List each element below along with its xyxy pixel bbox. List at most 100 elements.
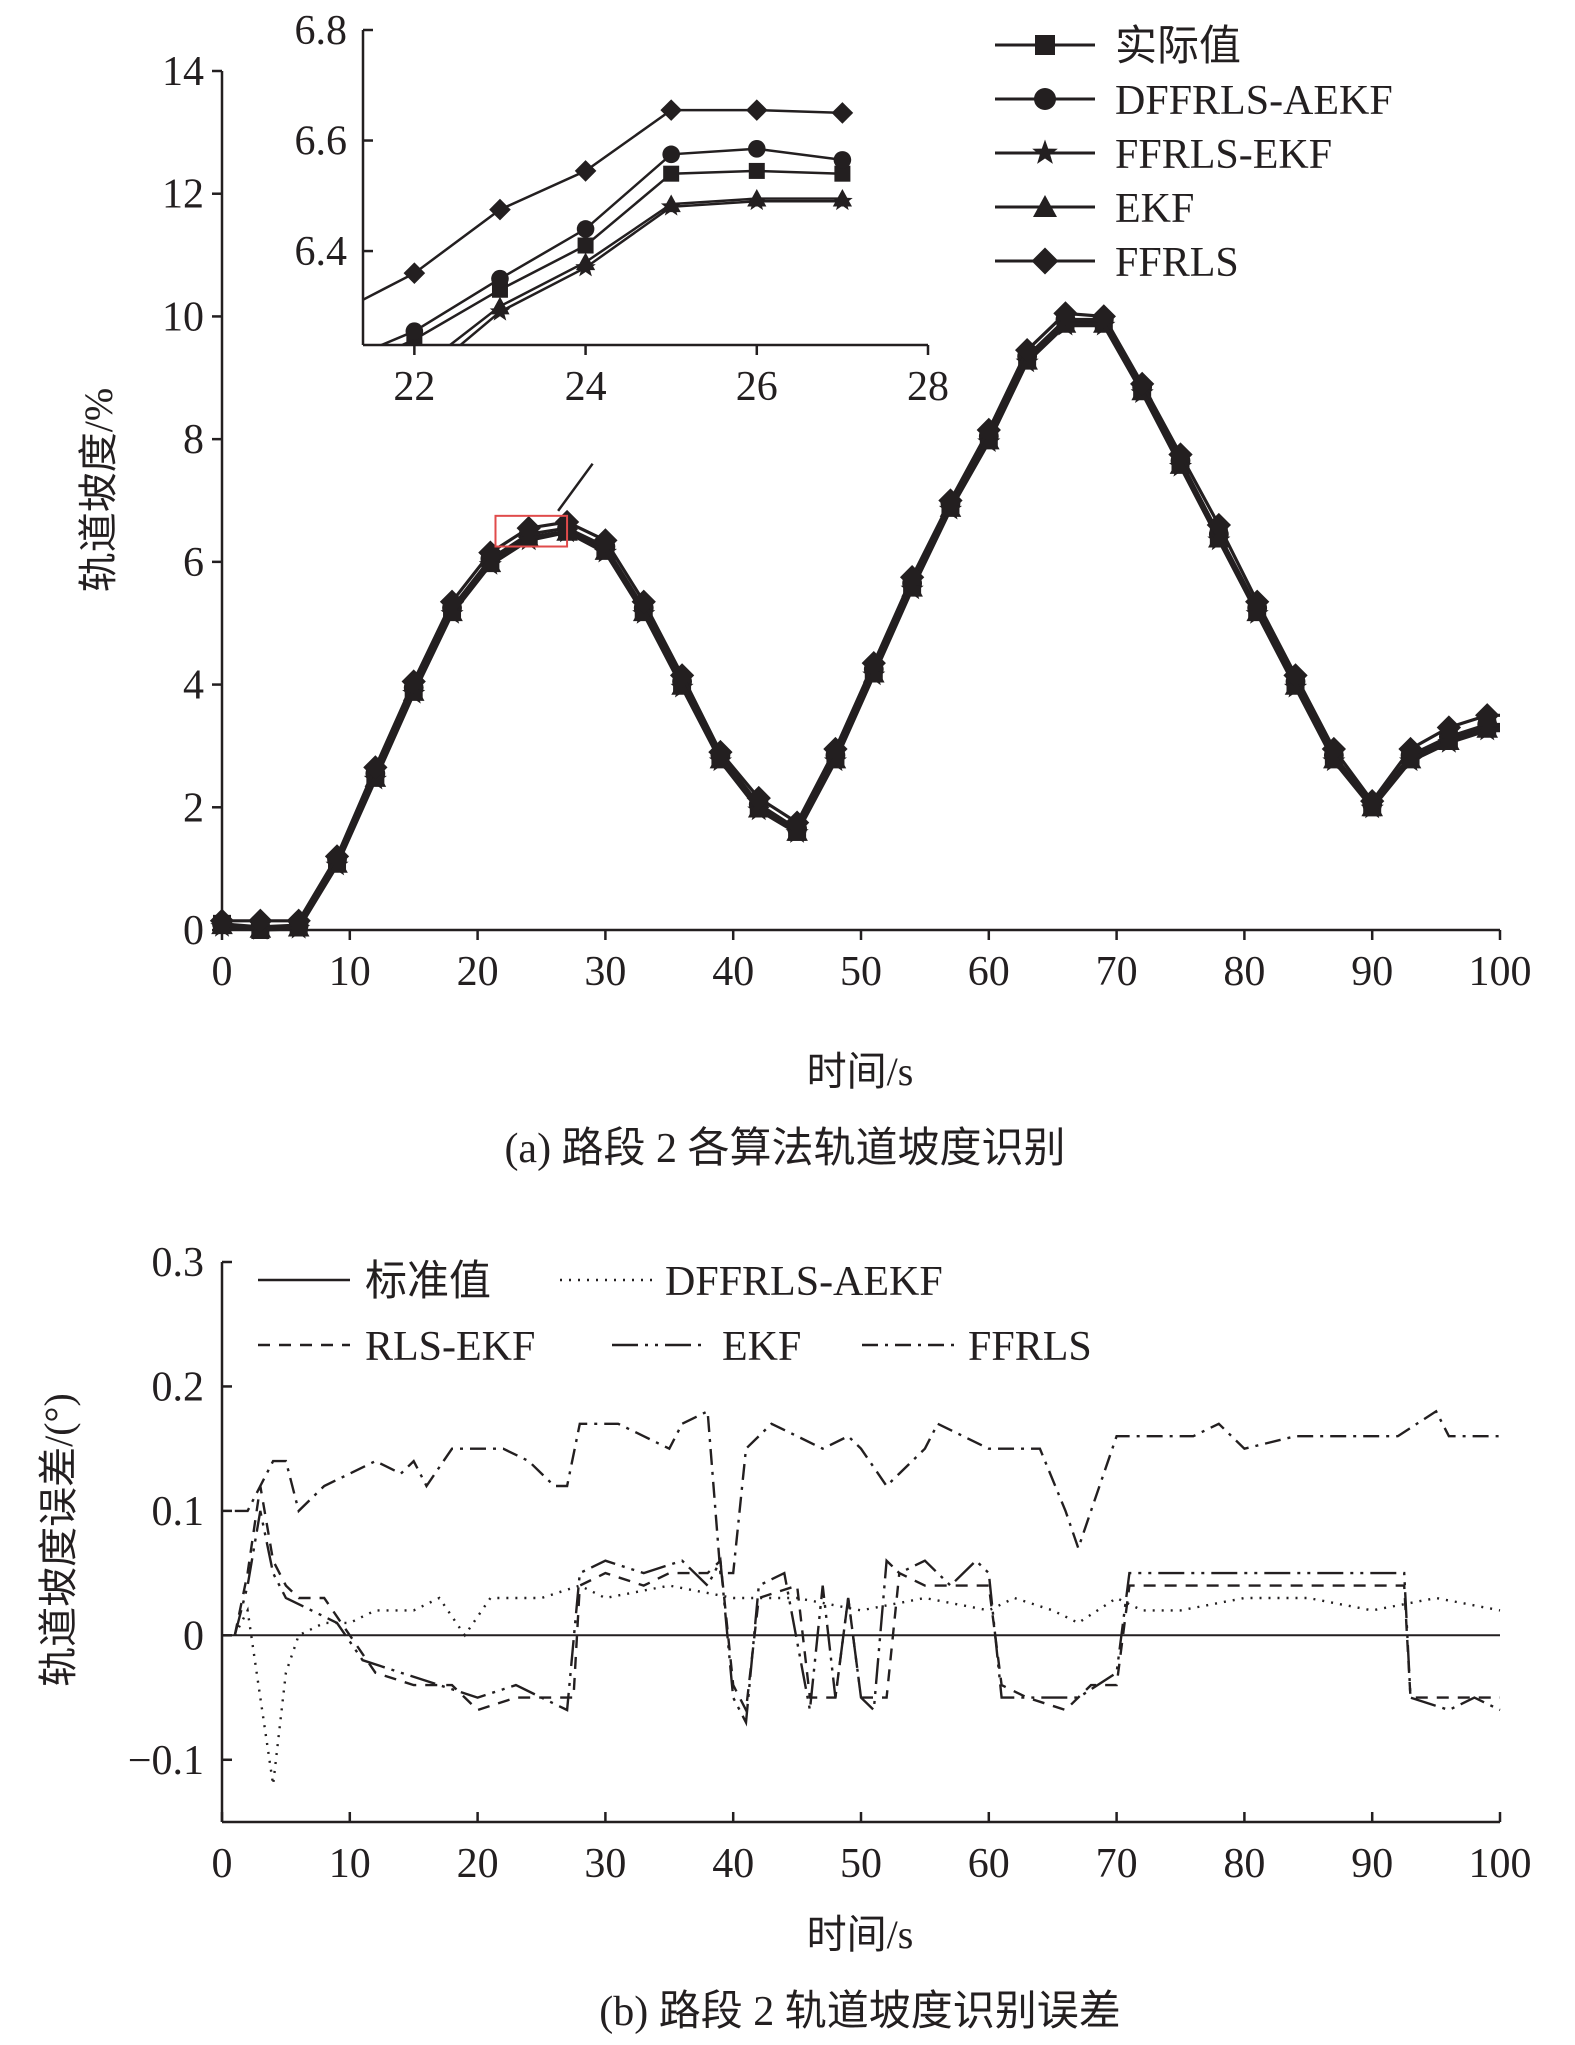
chart-b-x-tick-label: 60 <box>968 1841 1010 1887</box>
chart-a-point-ffrls <box>1168 442 1193 467</box>
chart-b-gradient-error: 0 10 20 30 40 50 60 70 80 90 100 −0.1 0 0.1 0.2 0.3 标准值… <box>36 1240 1532 2035</box>
chart-a-legend-marker-ffrlsekf <box>1032 139 1058 164</box>
chart-b-axes: 0 10 20 30 40 50 60 70 80 90 100 −0.1 0 0.1 0.2 0.3 <box>128 1240 1532 1887</box>
chart-a-point-ffrls <box>324 844 350 869</box>
chart-a-y-tick-label: 8 <box>183 417 204 463</box>
chart-b-x-tick-label: 50 <box>840 1841 882 1887</box>
chart-a-inset-x-tick-label: 22 <box>393 364 435 410</box>
chart-a-legend-label-dffrlsaekf: DFFRLS-AEKF <box>1115 78 1393 124</box>
chart-a-inset-x-tick-label: 28 <box>907 364 949 410</box>
chart-a-x-tick-label: 70 <box>1096 949 1138 995</box>
chart-a-y-tick-label: 2 <box>183 785 204 831</box>
chart-a-point-ffrls <box>976 417 1001 443</box>
chart-a-inset-point-ekf <box>661 194 681 213</box>
chart-a-point-ffrls <box>1014 338 1040 363</box>
chart-a-x-tick-label: 30 <box>584 949 626 995</box>
chart-a-series-line-dffrlsaekf <box>221 317 1500 929</box>
chart-a-inset-y-tick-label: 6.6 <box>295 119 348 165</box>
chart-a-point-ffrls <box>1053 301 1078 326</box>
chart-a-legend-label-ekf: EKF <box>1115 186 1194 232</box>
chart-b-x-tick-label: 10 <box>329 1841 371 1887</box>
chart-a-inset-point-ekf <box>490 296 510 315</box>
chart-a-inset-point-actual <box>834 165 851 182</box>
chart-b-series-line-ekf <box>233 1510 1501 1727</box>
chart-a-x-tick-label: 20 <box>457 949 499 995</box>
chart-a-point-ffrls <box>363 755 388 780</box>
chart-b-legend-label-dffrlsaekf: DFFRLS-AEKF <box>665 1259 943 1305</box>
chart-b-y-tick-label: 0.2 <box>152 1364 205 1410</box>
chart-a-point-ffrls <box>209 908 235 933</box>
chart-a-point-ffrls <box>708 739 733 765</box>
chart-b-y-tick-label: 0 <box>183 1613 204 1659</box>
chart-a-y-tick-label: 6 <box>183 540 204 586</box>
chart-a-point-ffrls <box>1475 703 1500 728</box>
chart-a-zoom-box <box>494 514 569 548</box>
chart-a-x-tick-label: 50 <box>840 949 882 995</box>
chart-a-point-ffrls <box>861 650 886 676</box>
chart-a-point-ffrls <box>1398 736 1423 762</box>
chart-a-point-ffrls <box>1130 371 1155 397</box>
chart-b-x-tick-label: 30 <box>584 1841 626 1887</box>
chart-a-inset-point-dffrlsaekf <box>576 220 595 238</box>
chart-b-x-tick-label: 70 <box>1096 1841 1138 1887</box>
chart-b-x-tick-label: 100 <box>1469 1841 1532 1887</box>
chart-b-y-tick-label: 0.1 <box>152 1489 205 1535</box>
chart-b-caption: (b) 路段 2 轨道坡度识别误差 <box>599 1989 1120 2035</box>
chart-a-point-ffrls <box>938 488 963 513</box>
chart-a-point-ffrls <box>784 810 810 835</box>
chart-a-x-tick-label: 100 <box>1469 949 1532 995</box>
chart-b-x-tick-label: 20 <box>457 1841 499 1887</box>
chart-a-point-ffrls <box>1091 304 1116 329</box>
chart-a-x-tick-label: 80 <box>1223 949 1265 995</box>
chart-a-y-tick-label: 12 <box>162 172 204 218</box>
chart-a-series <box>209 301 1500 940</box>
chart-b-x-tick-label: 0 <box>212 1841 233 1887</box>
chart-a-x-tick-label: 90 <box>1351 949 1393 995</box>
chart-a-inset-point-dffrlsaekf <box>662 145 680 164</box>
chart-a-point-ffrls <box>1321 736 1347 762</box>
chart-a-point-ffrls <box>1206 512 1231 538</box>
chart-b-legend-label-ekf: EKF <box>722 1324 801 1370</box>
chart-a-point-ffrls <box>516 515 541 541</box>
chart-a-point-ekf <box>1208 527 1230 548</box>
chart-a-point-ffrls <box>1436 715 1462 740</box>
chart-a-inset-point-actual <box>748 162 765 179</box>
chart-a-series-line-actual <box>221 321 1500 932</box>
chart-a-point-ffrls <box>439 589 465 614</box>
chart-b-x-tick-label: 90 <box>1351 1841 1393 1887</box>
chart-a-point-ffrls <box>746 785 771 811</box>
chart-a-point-ffrls <box>899 565 925 590</box>
chart-a-legend-label-ffrls: FFRLS <box>1115 240 1239 286</box>
chart-a-legend-marker-dffrlsaekf <box>1034 88 1056 110</box>
chart-a-x-tick-label: 0 <box>212 949 233 995</box>
chart-a-point-ffrls <box>631 589 656 614</box>
chart-b-series-line-rlsekf <box>233 1485 1500 1715</box>
chart-a-inset-background <box>363 20 928 345</box>
chart-b-legend: 标准值 DFFRLS-AEKF RLS-EKF EKF FFRLS <box>258 1259 1092 1370</box>
chart-a-series-line-ekf <box>221 322 1500 931</box>
chart-a-legend: 实际值 DFFRLS-AEKF FFRLS-EKF EKF FFRLS <box>995 23 1393 286</box>
chart-a-point-ffrls <box>1360 789 1385 814</box>
chart-a-point-ffrls <box>401 669 426 694</box>
chart-a-inset-point-dffrlsaekf <box>491 269 509 288</box>
chart-a-inset-series <box>363 99 854 345</box>
chart-b-series-line-ffrls <box>234 1409 1500 1575</box>
chart-a-inset-point-ekf <box>575 252 596 271</box>
chart-b-series-line-dffrlsaekf <box>233 1584 1501 1785</box>
chart-a-inset-point-ekf <box>832 188 852 207</box>
chart-a-y-tick-label: 0 <box>183 908 204 954</box>
chart-a-inset-point-ffrls <box>403 262 426 284</box>
chart-a-legend-marker-ekf <box>1033 195 1057 217</box>
chart-b-legend-label-ffrls: FFRLS <box>968 1324 1092 1370</box>
chart-b-y-tick-label: −0.1 <box>128 1738 204 1784</box>
chart-a-y-tick-label: 14 <box>162 49 204 95</box>
chart-a-inset-point-actual <box>577 237 594 254</box>
chart-a-point-ffrls <box>286 908 311 933</box>
chart-b-series <box>222 1409 1501 1785</box>
chart-b-legend-label-standard: 标准值 <box>365 1259 491 1305</box>
chart-a-inset-x-tick-label: 26 <box>736 364 778 410</box>
chart-a-y-tick-label: 4 <box>183 663 204 709</box>
